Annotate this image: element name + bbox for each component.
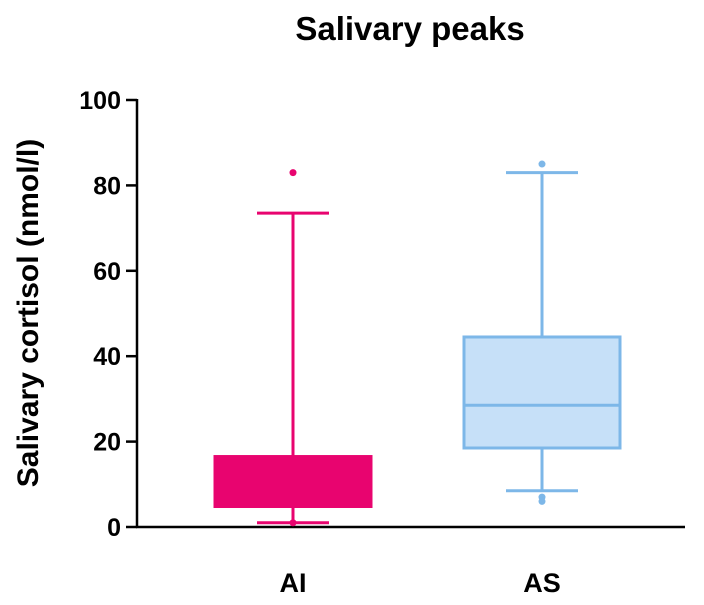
x-category-labels: AI AS — [280, 568, 561, 598]
x-category-label: AI — [280, 568, 307, 598]
iqr-box — [462, 335, 622, 450]
y-ticks: 0 20 40 60 80 100 — [79, 87, 137, 542]
x-category-label: AS — [523, 568, 561, 598]
outlier-point — [538, 160, 546, 168]
outlier-point — [289, 169, 297, 177]
y-tick-label: 100 — [79, 87, 121, 115]
box-ai — [213, 169, 373, 527]
axes — [135, 99, 685, 529]
chart-title: Salivary peaks — [295, 10, 524, 47]
y-tick-label: 0 — [107, 514, 121, 542]
y-tick-label: 20 — [93, 429, 121, 457]
y-tick-label: 80 — [93, 172, 121, 200]
y-tick-label: 40 — [93, 343, 121, 371]
outlier-point — [538, 497, 546, 505]
outlier-point — [289, 519, 297, 527]
y-tick-label: 60 — [93, 258, 121, 286]
box-as — [462, 160, 622, 505]
boxes — [213, 160, 622, 527]
y-axis-label: Salivary cortisol (nmol/l) — [12, 139, 45, 487]
iqr-box — [213, 455, 373, 509]
